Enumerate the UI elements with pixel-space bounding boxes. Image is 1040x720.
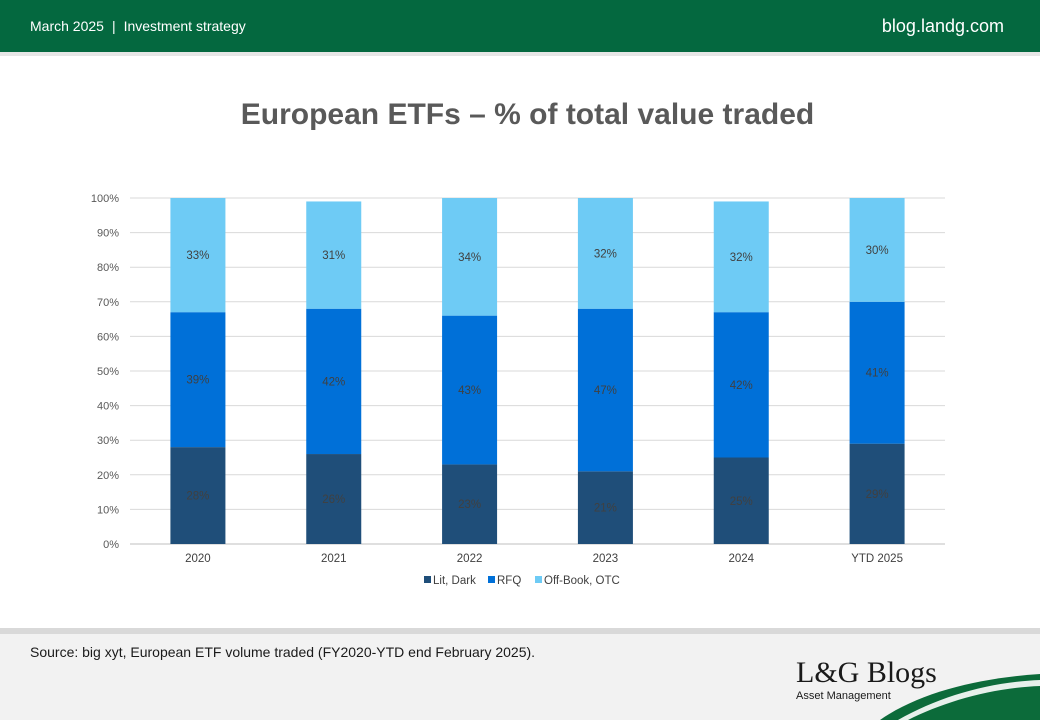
- y-tick-label: 0%: [103, 539, 119, 551]
- bar-segment: [306, 201, 362, 309]
- bar-segment: [170, 198, 226, 313]
- bar-segment: [849, 198, 905, 302]
- y-tick-label: 10%: [97, 504, 119, 516]
- bar-segment: [442, 464, 498, 544]
- header-divider: [0, 52, 1040, 56]
- y-tick-label: 70%: [97, 297, 119, 309]
- y-tick-label: 100%: [91, 193, 119, 205]
- data-label: 41%: [866, 368, 889, 380]
- brand-name: L&G Blogs: [796, 656, 937, 689]
- data-label: 39%: [186, 375, 209, 387]
- x-tick-label: 2021: [321, 553, 347, 565]
- bar-segment: [170, 312, 226, 448]
- data-label: 29%: [866, 489, 889, 501]
- stacked-bar-chart: 0% 10% 20% 30% 40% 50% 60% 70% 80% 90% 100% 28% 39% 3…: [91, 193, 945, 587]
- y-tick-label: 50%: [97, 366, 119, 378]
- data-label: 33%: [186, 250, 209, 262]
- data-label: 32%: [730, 252, 753, 264]
- x-tick-label: 2024: [728, 553, 754, 565]
- chart-title: European ETFs – % of total value traded: [240, 98, 815, 131]
- x-tick-label: YTD 2025: [851, 553, 903, 565]
- data-label: 47%: [594, 385, 617, 397]
- bar-segment: [577, 471, 633, 544]
- data-label: 42%: [730, 380, 753, 392]
- bar-segment: [849, 301, 905, 444]
- data-label: 34%: [458, 252, 481, 264]
- legend-swatch: [535, 576, 542, 583]
- site-link[interactable]: blog.landg.com: [881, 16, 1004, 36]
- header-info: March 2025 | Investment strategy: [30, 0, 246, 52]
- brand-subtitle: Asset Management: [796, 690, 891, 702]
- bar-segment: [170, 447, 226, 544]
- legend-label: Off-Book, OTC: [544, 575, 620, 587]
- footer: Source: big xyt, European ETF volume tra…: [0, 628, 1040, 720]
- data-label: 25%: [730, 496, 753, 508]
- bar-segment: [849, 443, 905, 544]
- data-label: 26%: [322, 494, 345, 506]
- x-tick-label: 2023: [593, 553, 619, 565]
- legend-swatch: [424, 576, 431, 583]
- data-label: 43%: [458, 385, 481, 397]
- data-label: 32%: [594, 248, 617, 260]
- header-separator: |: [111, 18, 116, 34]
- y-tick-label: 20%: [97, 470, 119, 482]
- brand-swoosh: [880, 674, 1040, 720]
- header-section: Investment strategy: [123, 18, 246, 34]
- bar-segment: [713, 201, 769, 313]
- legend-label: RFQ: [497, 575, 521, 587]
- x-tick-label: 2022: [457, 553, 483, 565]
- bar-segment: [713, 312, 769, 458]
- y-tick-label: 30%: [97, 435, 119, 447]
- legend-swatch: [488, 576, 495, 583]
- y-tick-label: 60%: [97, 331, 119, 343]
- data-label: 28%: [186, 491, 209, 503]
- y-tick-label: 90%: [97, 228, 119, 240]
- data-label: 31%: [322, 250, 345, 262]
- bar-segment: [306, 454, 362, 544]
- bar-segment: [577, 308, 633, 472]
- y-tick-label: 80%: [97, 262, 119, 274]
- x-tick-label: 2020: [185, 553, 211, 565]
- bar-segment: [577, 198, 633, 309]
- data-label: 21%: [594, 503, 617, 515]
- header-bar: March 2025 | Investment strategy blog.land…: [0, 0, 1040, 52]
- data-label: 23%: [458, 499, 481, 511]
- data-label: 30%: [866, 245, 889, 257]
- footer-divider: [0, 628, 1040, 634]
- brand-logo: L&G Blogs Asset Management: [796, 656, 937, 703]
- bar-segment: [442, 198, 498, 316]
- bar-segment: [713, 457, 769, 544]
- header-date: March 2025: [30, 18, 104, 34]
- source-note: Source: big xyt, European ETF volume tra…: [30, 644, 536, 660]
- legend-label: Lit, Dark: [433, 575, 476, 587]
- data-label: 42%: [322, 376, 345, 388]
- bar-segment: [442, 315, 498, 465]
- bar-segment: [306, 308, 362, 455]
- y-tick-label: 40%: [97, 401, 119, 413]
